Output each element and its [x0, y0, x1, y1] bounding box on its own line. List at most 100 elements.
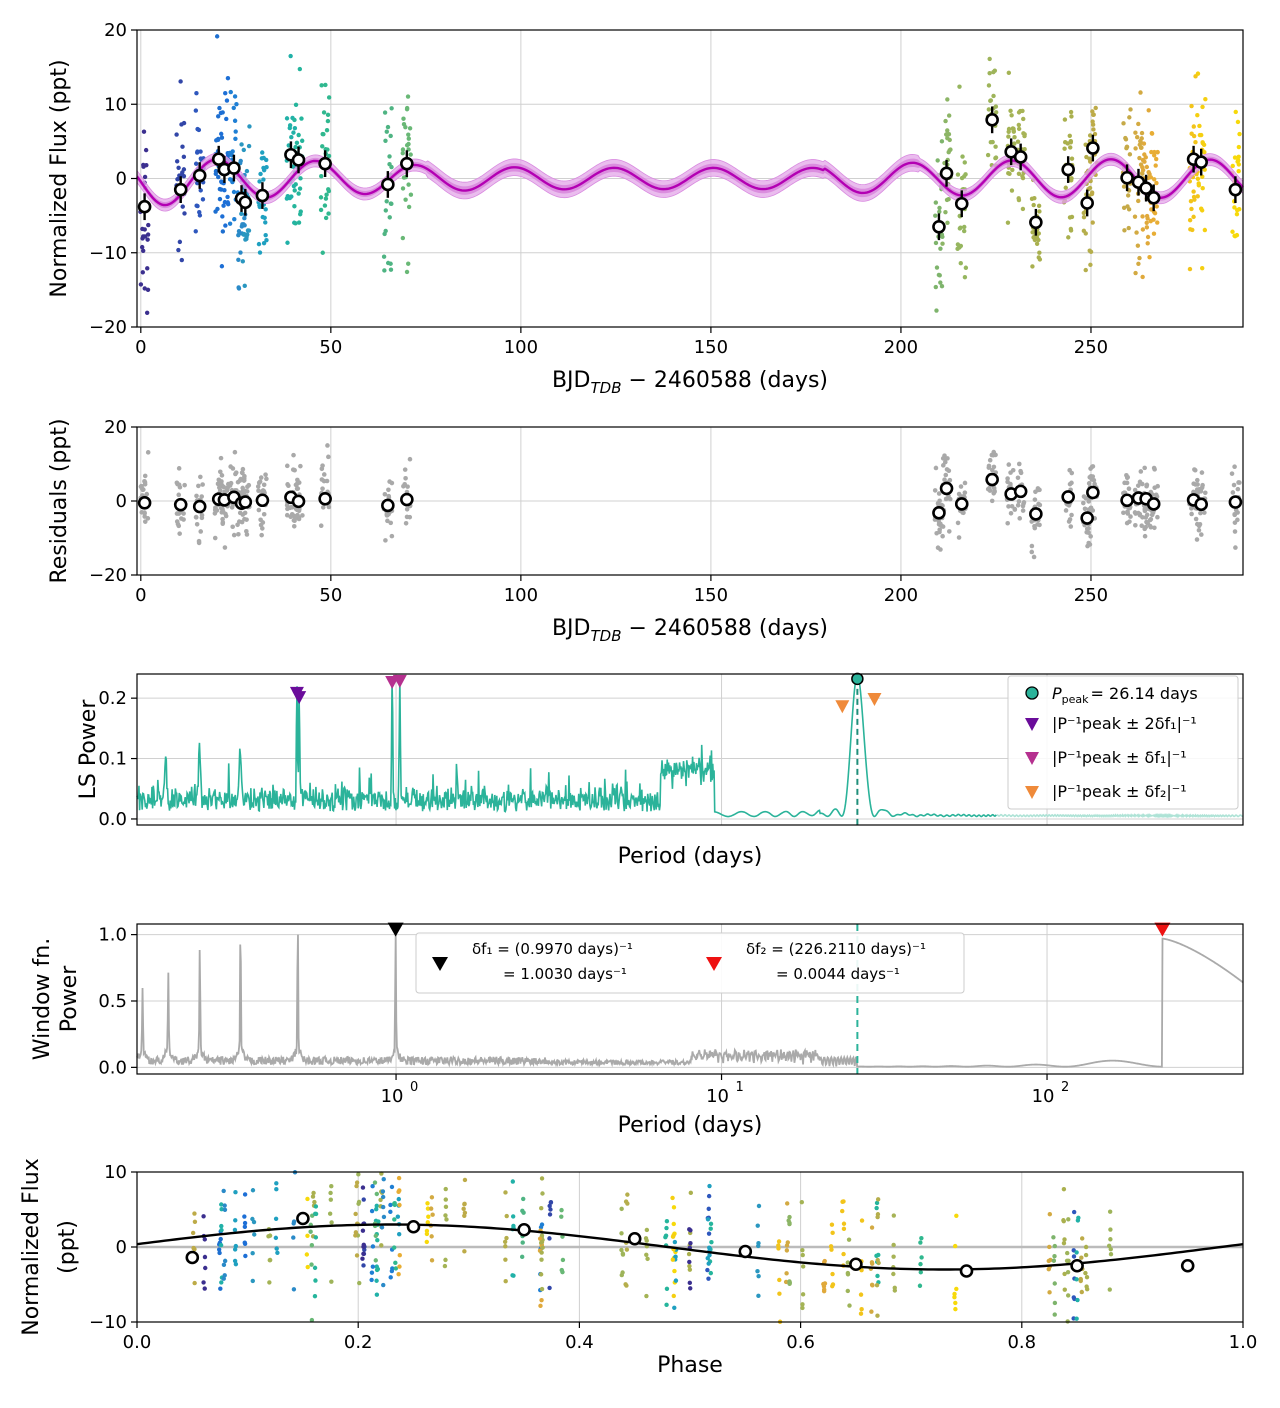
- raw-flux-point: [247, 124, 252, 129]
- legend-box: [1007, 675, 1239, 810]
- raw-flux-point: [323, 82, 328, 88]
- binned-flux-point: [985, 113, 999, 127]
- phase-raw-point: [274, 1187, 279, 1192]
- y-axis-label: Normalized Flux: [19, 1158, 44, 1335]
- raw-residual-point: [193, 514, 199, 520]
- raw-residual-point: [989, 498, 995, 504]
- raw-flux-point: [326, 187, 331, 192]
- raw-flux-point: [1034, 241, 1040, 246]
- raw-flux-point: [384, 199, 389, 204]
- phase-raw-point: [688, 1190, 694, 1196]
- raw-flux-point: [1016, 171, 1022, 176]
- raw-residual-point: [1135, 483, 1141, 488]
- phase-raw-point: [706, 1206, 711, 1212]
- raw-residual-point: [256, 488, 261, 494]
- phase-raw-point: [305, 1196, 310, 1202]
- x-tick-label: 100: [504, 585, 538, 606]
- raw-flux-point: [1068, 228, 1074, 233]
- raw-flux-point: [292, 204, 297, 209]
- phase-raw-point: [519, 1254, 525, 1260]
- raw-residual-point: [989, 467, 995, 473]
- binned-residual-point: [192, 499, 207, 514]
- raw-flux-point: [1006, 129, 1011, 135]
- raw-flux-point: [228, 89, 233, 95]
- binned-residual-point: [173, 497, 188, 512]
- raw-residual-point: [235, 522, 240, 528]
- raw-flux-point: [242, 283, 247, 289]
- raw-residual-point: [1005, 479, 1010, 485]
- phase-raw-point: [672, 1239, 678, 1245]
- phase-raw-point: [799, 1199, 805, 1205]
- raw-flux-point: [1067, 215, 1073, 220]
- phase-raw-point: [393, 1260, 398, 1266]
- raw-residual-point: [1128, 514, 1133, 519]
- raw-flux-point: [142, 227, 147, 232]
- phase-raw-point: [540, 1245, 545, 1250]
- raw-residual-point: [198, 529, 204, 534]
- phase-raw-point: [620, 1251, 626, 1256]
- raw-residual-point: [385, 518, 390, 524]
- raw-flux-point: [940, 241, 945, 246]
- phase-raw-point: [267, 1280, 272, 1285]
- y-tick-label: −20: [89, 317, 127, 338]
- phase-raw-point: [707, 1252, 712, 1258]
- raw-flux-point: [324, 192, 329, 197]
- phase-raw-point: [672, 1268, 677, 1274]
- raw-flux-point: [261, 240, 267, 246]
- raw-residual-point: [1232, 464, 1237, 470]
- raw-flux-point: [284, 196, 290, 201]
- raw-residual-point: [946, 529, 952, 534]
- raw-flux-point: [174, 132, 179, 137]
- raw-residual-point: [176, 492, 182, 498]
- raw-flux-point: [1121, 205, 1127, 210]
- raw-flux-point: [1128, 107, 1133, 112]
- phase-binned-point: [296, 1211, 310, 1226]
- phase-raw-point: [396, 1272, 401, 1277]
- phase-raw-point: [559, 1267, 564, 1273]
- raw-flux-point: [257, 250, 263, 255]
- raw-residual-point: [1229, 471, 1235, 476]
- phase-raw-point: [329, 1184, 334, 1189]
- raw-flux-point: [220, 229, 226, 234]
- phase-raw-point: [821, 1287, 827, 1292]
- x-axis-label-main: BJD: [552, 368, 591, 393]
- raw-residual-point: [1086, 526, 1091, 531]
- raw-residual-point: [321, 478, 327, 484]
- raw-flux-point: [943, 118, 948, 124]
- raw-flux-point: [987, 56, 992, 62]
- raw-residual-point: [212, 535, 218, 541]
- raw-flux-point: [197, 213, 203, 218]
- raw-flux-point: [406, 136, 411, 141]
- phase-raw-point: [672, 1305, 677, 1310]
- raw-flux-point: [236, 257, 241, 262]
- phase-raw-point: [388, 1209, 393, 1215]
- x-tick-exponent: 2: [1061, 1080, 1069, 1095]
- x-tick-label: 0.6: [786, 1332, 815, 1353]
- phase-raw-point: [1083, 1252, 1089, 1258]
- x-tick-label: 0: [135, 585, 146, 606]
- raw-flux-point: [1197, 132, 1203, 138]
- raw-residual-point: [1037, 502, 1043, 508]
- phase-raw-point: [388, 1202, 393, 1208]
- phase-raw-point: [1065, 1293, 1071, 1298]
- raw-flux-point: [987, 70, 992, 76]
- phase-raw-point: [841, 1221, 847, 1226]
- raw-residual-point: [956, 491, 962, 497]
- binned-residual-point: [1228, 495, 1243, 509]
- alias-marker-2df1: [292, 691, 307, 705]
- raw-residual-point: [937, 498, 942, 504]
- raw-flux-point: [240, 259, 245, 264]
- binned-flux-point: [1029, 215, 1043, 230]
- phase-raw-point: [201, 1280, 206, 1285]
- raw-flux-point: [198, 188, 203, 193]
- raw-flux-point: [1091, 112, 1096, 117]
- phase-raw-point: [830, 1271, 835, 1277]
- raw-flux-point: [1121, 121, 1126, 126]
- raw-flux-point: [227, 221, 233, 226]
- raw-flux-point: [1021, 131, 1026, 136]
- raw-flux-point: [937, 273, 942, 278]
- raw-flux-point: [294, 140, 300, 146]
- phase-raw-point: [1084, 1275, 1090, 1280]
- raw-flux-point: [193, 108, 199, 113]
- raw-residual-point: [293, 515, 298, 521]
